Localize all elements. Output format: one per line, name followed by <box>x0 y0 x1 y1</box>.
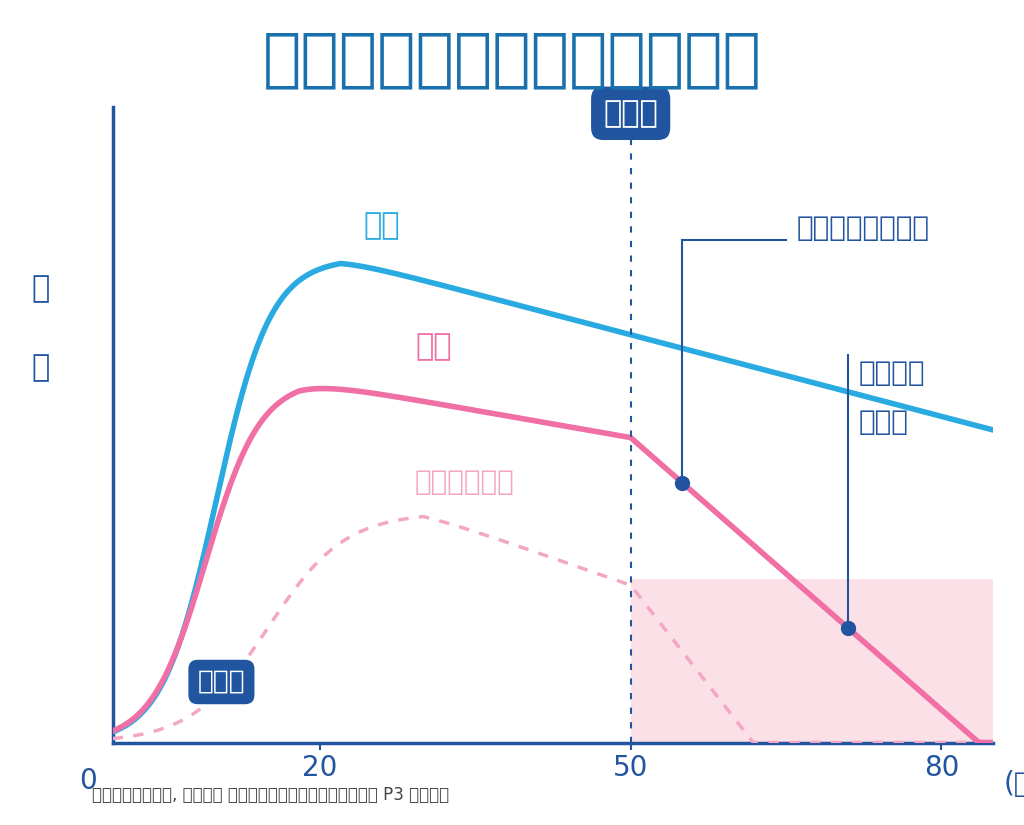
Text: 量: 量 <box>31 353 49 382</box>
Text: 年齢と閉経に伴う骨量の変化: 年齢と閉経に伴う骨量の変化 <box>262 29 762 91</box>
Text: 男性: 男性 <box>364 210 400 240</box>
Text: 0: 0 <box>79 766 97 794</box>
Text: 女性ホルモン: 女性ホルモン <box>415 469 515 497</box>
Text: 成長期: 成長期 <box>198 669 245 695</box>
Text: 骨粗鬆症: 骨粗鬆症 <box>858 360 925 388</box>
Text: 骨: 骨 <box>31 274 49 304</box>
Text: 女性: 女性 <box>416 332 452 361</box>
Text: (歳): (歳) <box>1004 770 1024 798</box>
Text: 資料：折茂肇監修, 骨粗鬆症 検診・保健指導マニュアル第２版 P3 より引用: 資料：折茂肇監修, 骨粗鬆症 検診・保健指導マニュアル第２版 P3 より引用 <box>92 786 450 804</box>
Text: の範囲: の範囲 <box>858 408 908 436</box>
Text: 閉　経: 閉 経 <box>603 99 658 128</box>
Text: 骨量の急激な減少: 骨量の急激な減少 <box>797 214 930 243</box>
